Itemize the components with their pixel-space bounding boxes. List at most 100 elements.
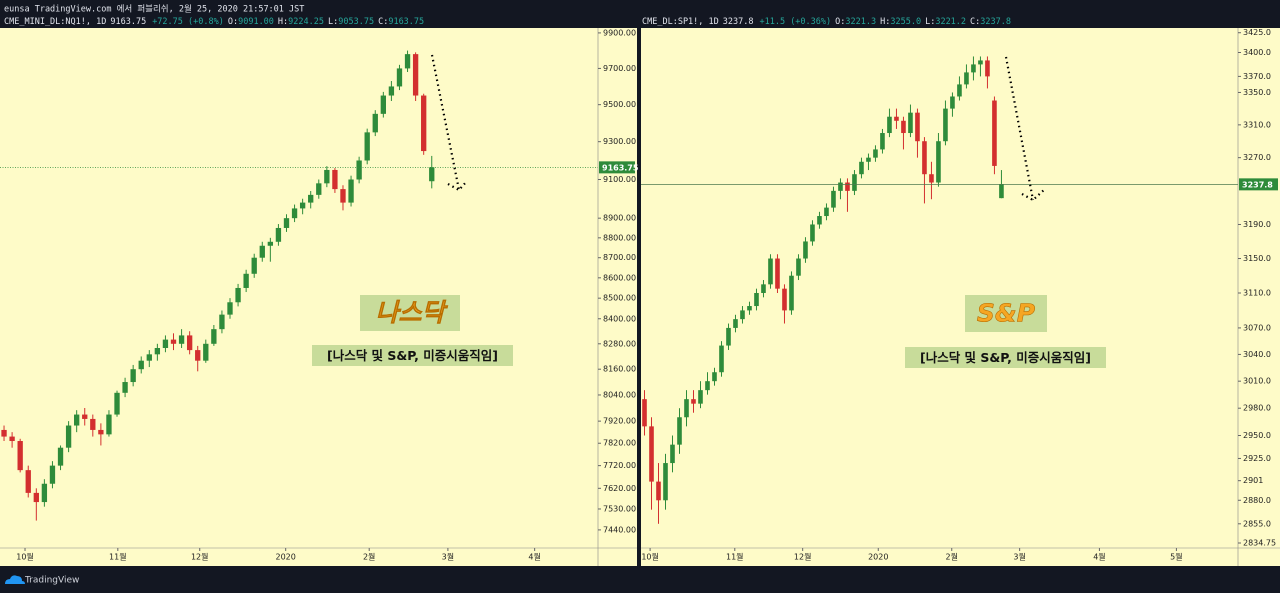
candle-body [887, 116, 892, 134]
candle-body [332, 169, 338, 190]
y-tick-label: 3010.0 [1243, 377, 1271, 386]
x-tick-label: 2월 [946, 552, 958, 562]
candle-body [211, 329, 217, 344]
candle-body [235, 287, 241, 303]
legend-field-value: 9224.25 [288, 17, 324, 27]
candle-body [684, 399, 689, 418]
candle-body [908, 112, 913, 134]
candle-body [259, 245, 265, 258]
candle-body [25, 470, 31, 493]
annotation-note: [나스닥 및 S&P, 미증시움직임] [327, 348, 498, 363]
legend-field-label: H: [278, 17, 288, 27]
y-tick-label: 3425.0 [1243, 28, 1271, 37]
x-tick-label: 12월 [794, 552, 812, 562]
x-tick-label: 11월 [109, 552, 127, 562]
candle-body [691, 399, 696, 404]
y-tick-label: 3040.0 [1243, 350, 1271, 359]
y-tick-label: 3350.0 [1243, 88, 1271, 97]
candle-body [915, 112, 920, 142]
y-tick-label: 9300.00 [603, 137, 636, 146]
candle-body [364, 132, 370, 161]
legend-field-value: 9091.00 [238, 17, 274, 27]
candle-body [283, 218, 290, 228]
x-tick-label: 2020 [868, 553, 888, 562]
annotation-title: 나스닥 [375, 298, 448, 327]
candle-body [74, 414, 80, 426]
legend-field-label: O: [835, 17, 845, 27]
last-price-box [1239, 178, 1278, 191]
candle-body [845, 182, 850, 191]
candle-body [838, 182, 843, 191]
candle-body [873, 149, 878, 158]
last-price-label: 9163.75 [602, 163, 639, 172]
candle-body [404, 54, 411, 69]
candle-body [859, 161, 864, 175]
footer-logo [5, 575, 25, 584]
candle-body [733, 319, 738, 328]
candle-body [719, 345, 724, 373]
annotation-title-box [360, 295, 460, 331]
candle-body [267, 241, 274, 246]
candle-body [852, 174, 857, 191]
x-tick-label: 3월 [442, 552, 454, 562]
y-tick-label: 3110.0 [1243, 288, 1271, 297]
candle-body [698, 390, 703, 404]
plot-background [641, 28, 1280, 566]
candle-body [380, 95, 386, 114]
candle-body [203, 343, 209, 361]
candle-body [412, 54, 419, 96]
x-tick-label: 4월 [1093, 552, 1105, 562]
candle-body [747, 306, 752, 311]
legend-field-label: C: [378, 17, 388, 27]
candle-body [90, 418, 96, 430]
candle-body [308, 194, 314, 203]
candle-body [33, 492, 39, 503]
header-text: eunsa TradingView.com 에서 퍼블리쉬, 2월 25, 20… [4, 4, 304, 15]
legend-field-label: C: [970, 17, 980, 27]
candle-body [227, 302, 233, 315]
y-tick-label: 3400.0 [1243, 48, 1271, 57]
candle-body [146, 354, 152, 361]
candle-body [324, 169, 330, 184]
dotted-arrow [1004, 56, 1045, 202]
logo-icon [5, 575, 25, 584]
y-tick-label: 8600.00 [603, 273, 636, 282]
x-tick-label: 5월 [1170, 552, 1182, 562]
y-tick-label: 8160.00 [603, 365, 636, 374]
candle-body [219, 314, 225, 330]
y-tick-label: 2855.0 [1243, 519, 1271, 528]
candle-body [782, 288, 787, 311]
y-tick-label: 7720.00 [603, 461, 636, 470]
y-tick-label: 3150.0 [1243, 254, 1271, 263]
x-tick-label: 10월 [16, 552, 34, 562]
candle-body [768, 258, 773, 285]
y-tick-label: 7820.00 [603, 439, 636, 448]
candle-body [810, 224, 815, 242]
candle-body [761, 284, 766, 293]
forecast-arrows [430, 54, 1045, 202]
candle-body [195, 350, 201, 361]
y-tick-label: 9500.00 [603, 100, 636, 109]
candle-body [740, 310, 745, 320]
candle-body [251, 257, 257, 274]
y-tick-label: 3310.0 [1243, 120, 1271, 129]
y-tick-label: 2925.0 [1243, 454, 1271, 463]
legend-change: +72.75 (+0.8%) [152, 17, 224, 27]
candle-body [186, 335, 193, 351]
candle-body [41, 483, 48, 503]
dotted-arrow [430, 54, 468, 192]
legend-field-value: 9053.75 [338, 17, 374, 27]
y-tick-label: 8900.00 [603, 214, 636, 223]
chart-panel: 9900.00 9700.00 9500.00 9300.00 9100.00 8900.… [0, 28, 639, 566]
candle-body [9, 436, 15, 442]
candle-body [114, 392, 120, 415]
candle-body [831, 190, 836, 208]
last-price-label: 3237.8 [1242, 180, 1273, 189]
candle-body [57, 447, 64, 466]
candle-body [162, 339, 169, 349]
legend-field-value: 3255.0 [890, 17, 921, 27]
y-tick-label: 2834.75 [1243, 538, 1276, 547]
candle-body [82, 414, 88, 419]
legend-field-value: 3237.8 [980, 17, 1011, 27]
